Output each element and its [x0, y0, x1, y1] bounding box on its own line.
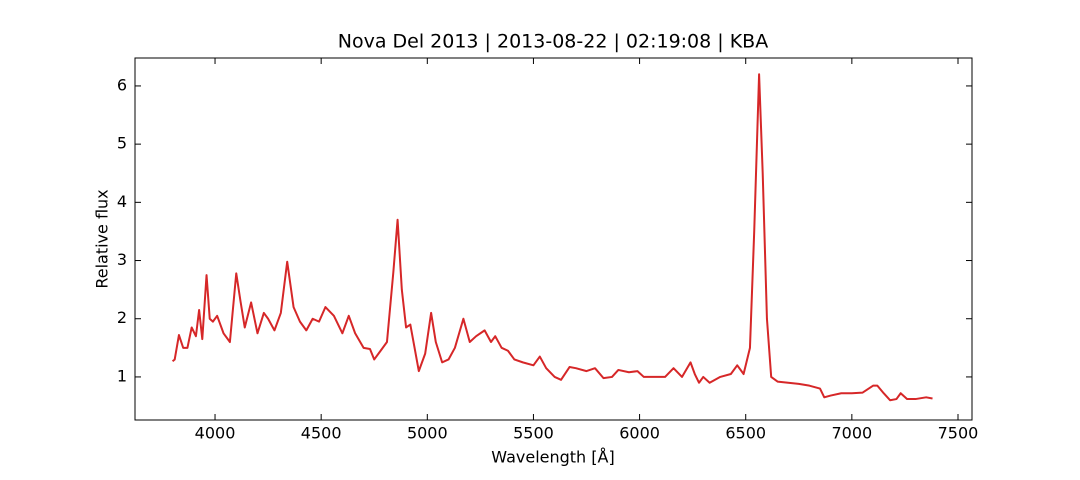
y-tick-label: 5 [117, 134, 127, 153]
y-tick-label: 1 [117, 366, 127, 385]
x-tick-label: 6500 [725, 424, 766, 443]
x-tick-label: 6000 [619, 424, 660, 443]
x-tick-label: 4000 [195, 424, 236, 443]
chart-title: Nova Del 2013 | 2013-08-22 | 02:19:08 | … [338, 31, 768, 53]
y-tick-label: 4 [117, 192, 127, 211]
x-tick-label: 4500 [301, 424, 342, 443]
y-tick-label: 3 [117, 250, 127, 269]
x-tick-label: 5000 [407, 424, 448, 443]
plot-frame [134, 57, 973, 421]
x-tick-label: 7500 [938, 424, 979, 443]
y-axis-label: Relative flux [93, 189, 112, 288]
spectrum-line [171, 73, 933, 402]
x-tick-label: 7000 [831, 424, 872, 443]
y-tick-label: 2 [117, 308, 127, 327]
x-tick-label: 5500 [513, 424, 554, 443]
y-tick-label: 6 [117, 75, 127, 94]
x-axis-label: Wavelength [Å] [491, 448, 614, 467]
